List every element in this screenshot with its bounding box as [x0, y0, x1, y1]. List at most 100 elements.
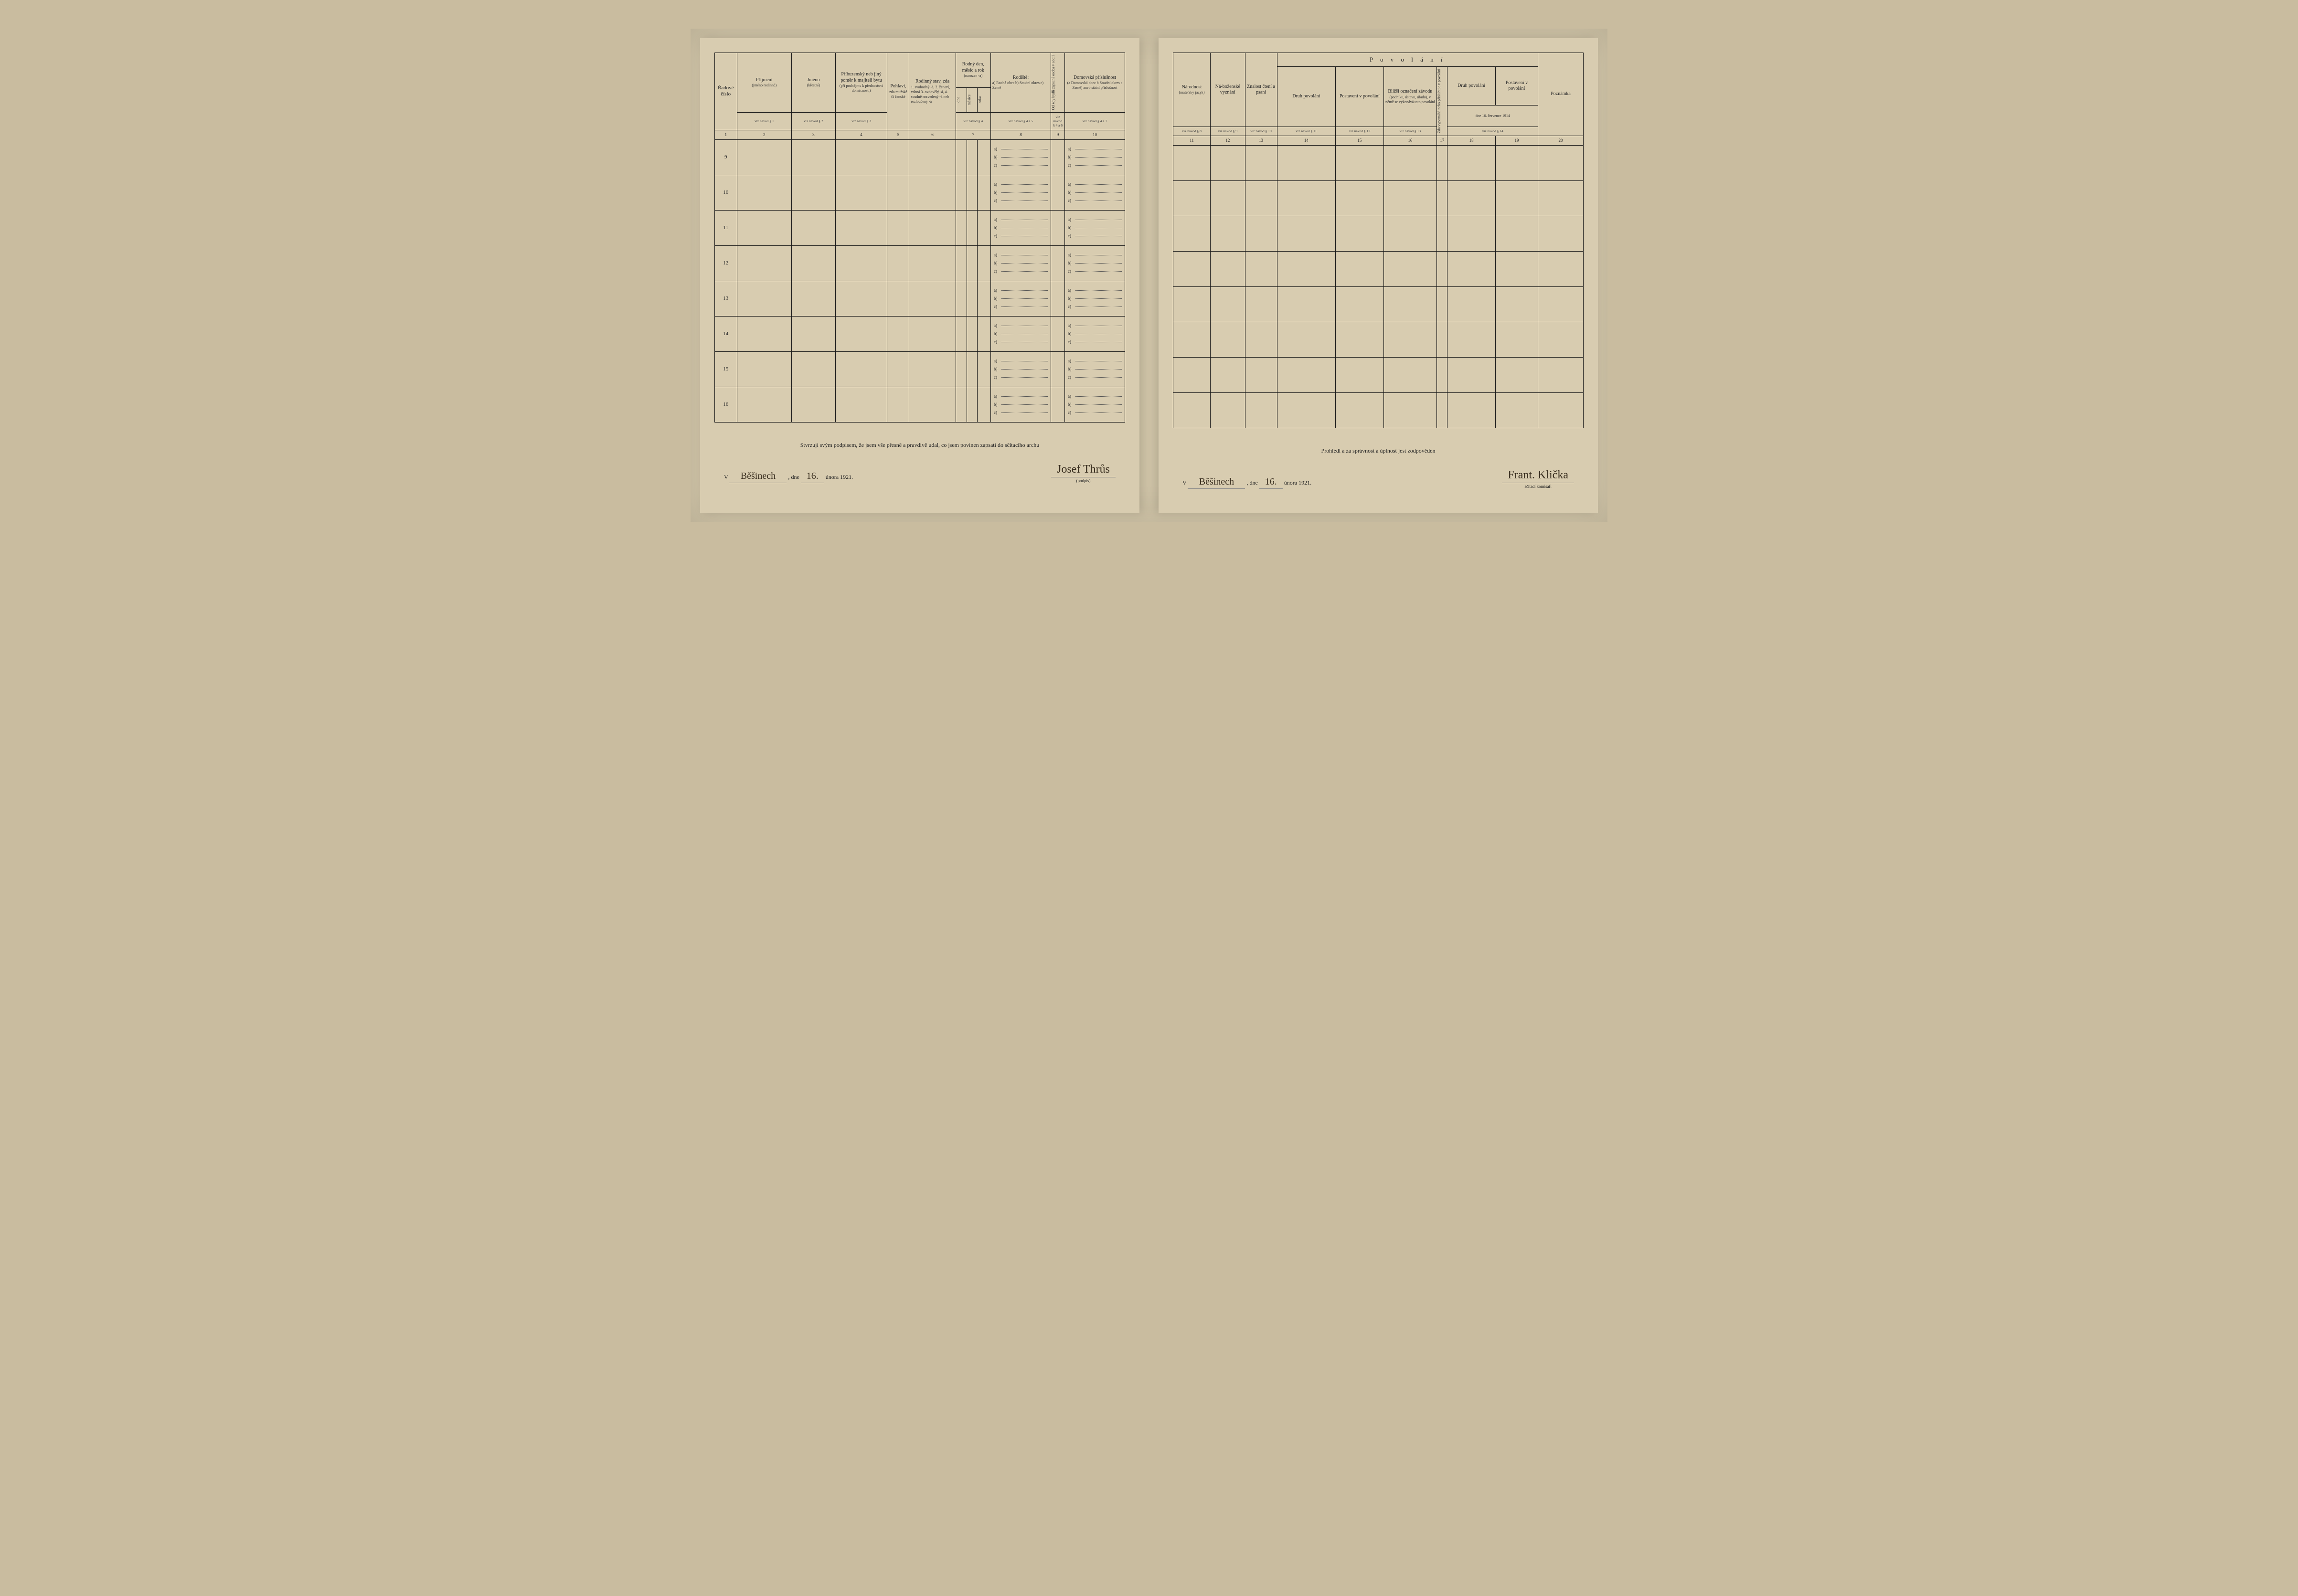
hdr-prev-date: dne 16. července 1914 [1447, 106, 1538, 127]
abc-cell: a)b)c) [990, 210, 1051, 245]
rule-line [1075, 404, 1122, 405]
colnum: 18 [1447, 136, 1495, 145]
blank-cell [1495, 216, 1538, 251]
abc-label: b) [994, 190, 1000, 195]
blank-cell [1173, 251, 1211, 286]
row-number: 14 [715, 316, 737, 351]
blank-cell [1336, 180, 1383, 216]
blank-cell [1437, 180, 1447, 216]
rule-line [1075, 165, 1122, 166]
hdr-surname-sub: (jméno rodinné) [739, 83, 790, 88]
table-row: 13a)b)c)a)b)c) [715, 281, 1125, 316]
place-written: Běšinech [729, 471, 787, 483]
blank-cell [1447, 180, 1495, 216]
blank-cell [909, 351, 956, 387]
blank-cell [1051, 175, 1064, 210]
date-line: V Běšinech , dne 16. února 1921. [724, 471, 853, 483]
blank-cell [978, 175, 990, 210]
abc-label: b) [1068, 296, 1075, 301]
txt: Pohlaví, [889, 84, 907, 90]
txt: V [724, 474, 728, 480]
blank-cell [1495, 286, 1538, 322]
txt: zda mužské či ženské [889, 90, 907, 99]
blank-cell [967, 387, 978, 422]
blank-cell [1336, 216, 1383, 251]
abc-label: c) [1068, 269, 1075, 274]
abc-label: a) [1068, 182, 1075, 187]
rule-line [1001, 157, 1048, 158]
place-written: Běšinech [1188, 476, 1245, 489]
rule-line [1001, 165, 1048, 166]
blank-cell [1277, 251, 1336, 286]
table-row: 15a)b)c)a)b)c) [715, 351, 1125, 387]
blank-cell [909, 387, 956, 422]
hdr-literacy: Znalost čtení a psaní [1245, 53, 1277, 127]
blank-cell [887, 210, 909, 245]
hdr-occ-type: Druh povolání [1277, 67, 1336, 127]
hdr-occupation-title: P o v o l á n í [1277, 53, 1538, 67]
blank-cell [956, 316, 967, 351]
abc-label: c) [1068, 375, 1075, 380]
blank-cell [1173, 322, 1211, 357]
blank-cell [956, 351, 967, 387]
blank-cell [792, 387, 836, 422]
hdr-day: dne [956, 87, 967, 112]
table-row: 10a)b)c)a)b)c) [715, 175, 1125, 210]
table-row [1173, 322, 1584, 357]
row-number: 15 [715, 351, 737, 387]
blank-cell [956, 139, 967, 175]
abc-cell: a)b)c) [1064, 387, 1125, 422]
blank-cell [1277, 216, 1336, 251]
blank-cell [967, 245, 978, 281]
blank-cell [1277, 286, 1336, 322]
abc-label: c) [994, 339, 1000, 345]
blank-cell [835, 210, 887, 245]
blank-cell [887, 281, 909, 316]
table-row [1173, 145, 1584, 180]
blank-cell [1173, 216, 1211, 251]
blank-cell [1447, 145, 1495, 180]
rule-line [1001, 271, 1048, 272]
blank-cell [1447, 322, 1495, 357]
blank-cell [887, 139, 909, 175]
blank-cell [737, 387, 792, 422]
txt: Jméno [793, 77, 834, 84]
blank-cell [1336, 357, 1383, 392]
rule-line [1075, 157, 1122, 158]
colnum: 19 [1495, 136, 1538, 145]
rule-line [1001, 290, 1048, 291]
blank-cell [1173, 180, 1211, 216]
table-row: 11a)b)c)a)b)c) [715, 210, 1125, 245]
abc-label: a) [1068, 288, 1075, 293]
blank-cell [792, 210, 836, 245]
rule-line [1075, 377, 1122, 378]
blank-cell [1245, 357, 1277, 392]
blank-cell [1383, 145, 1437, 180]
txt: (a Domovská obec b Soudní okres c Země) … [1066, 81, 1123, 90]
colnum: 2 [737, 130, 792, 139]
blank-cell [1437, 286, 1447, 322]
affirmation: Prohlédl a za správnost a úplnost jest z… [1173, 447, 1584, 454]
hdr-surname-main: Příjmení [739, 77, 790, 84]
blank-cell [1245, 180, 1277, 216]
txt: (při podnájmu k přednostovi domácnosti) [837, 84, 886, 93]
blank-cell [1051, 210, 1064, 245]
blank-cell [792, 175, 836, 210]
blank-cell [1437, 251, 1447, 286]
blank-cell [1437, 322, 1447, 357]
blank-cell [967, 351, 978, 387]
abc-label: c) [994, 163, 1000, 168]
ref: viz návod § 8 [1173, 127, 1211, 136]
hdr-givenname: Jméno (křestní) [792, 53, 836, 113]
blank-cell [1437, 357, 1447, 392]
census-table-right: Národnost (mateřský jazyk) Ná-boženské v… [1173, 53, 1584, 428]
hdr-marital: Rodinný stav, zda 1. svobodný -á, 2. žen… [909, 53, 956, 130]
row-number: 12 [715, 245, 737, 281]
blank-cell [956, 210, 967, 245]
hdr-nationality: Národnost (mateřský jazyk) [1173, 53, 1211, 127]
blank-cell [1211, 216, 1245, 251]
txt: dne [956, 95, 961, 105]
table-row: 16a)b)c)a)b)c) [715, 387, 1125, 422]
rule-line [1075, 271, 1122, 272]
abc-cell: a)b)c) [990, 245, 1051, 281]
